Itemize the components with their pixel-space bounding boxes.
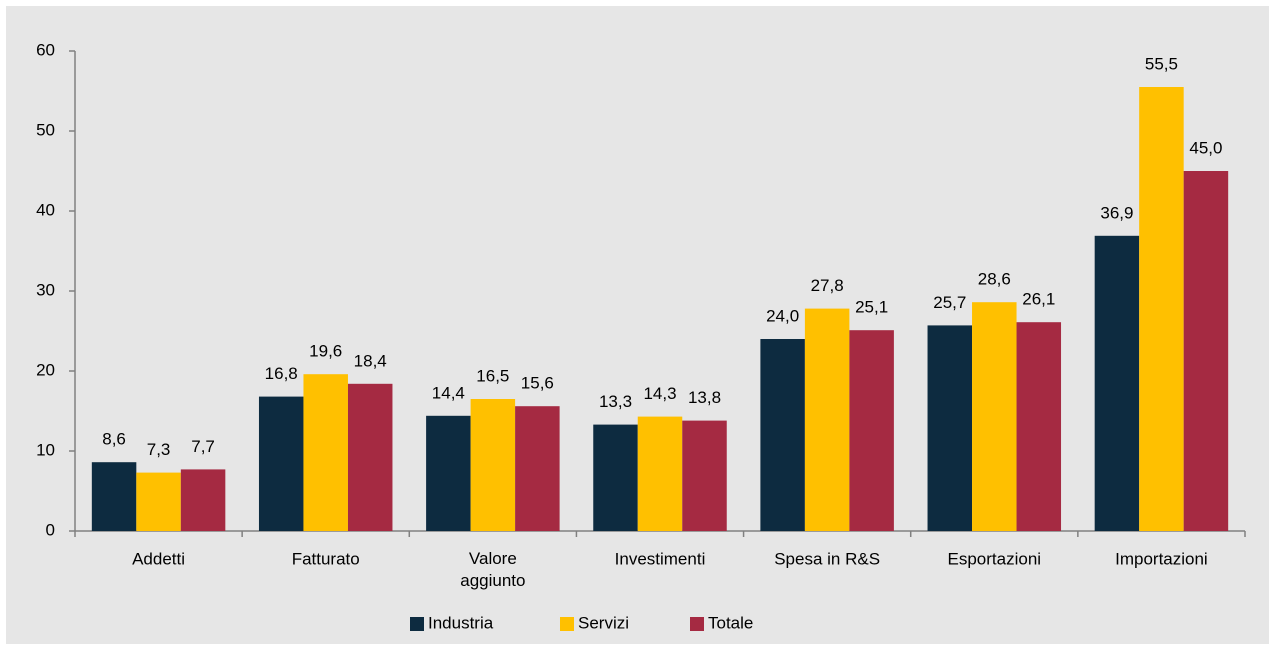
y-tick-label: 60 bbox=[36, 40, 55, 59]
value-label: 7,7 bbox=[191, 437, 215, 456]
bar bbox=[760, 339, 805, 531]
value-label: 16,8 bbox=[265, 364, 298, 383]
x-tick-label: Fatturato bbox=[292, 549, 360, 568]
y-tick-label: 20 bbox=[36, 360, 55, 379]
value-label: 26,1 bbox=[1022, 290, 1055, 309]
value-label: 25,7 bbox=[933, 293, 966, 312]
value-label: 28,6 bbox=[978, 270, 1011, 289]
value-label: 7,3 bbox=[147, 440, 171, 459]
legend-label: Servizi bbox=[578, 613, 629, 632]
value-label: 18,4 bbox=[354, 351, 387, 370]
value-label: 36,9 bbox=[1100, 203, 1133, 222]
y-tick-label: 40 bbox=[36, 200, 55, 219]
legend-swatch bbox=[690, 617, 704, 631]
value-label: 13,3 bbox=[599, 392, 632, 411]
bar bbox=[927, 325, 973, 531]
bar bbox=[91, 462, 137, 531]
bar bbox=[682, 420, 727, 531]
chart-background bbox=[6, 6, 1269, 644]
bar bbox=[1016, 322, 1062, 531]
x-tick-label: Spesa in R&S bbox=[774, 549, 880, 568]
value-label: 15,6 bbox=[521, 374, 554, 393]
y-tick-label: 50 bbox=[36, 120, 55, 139]
bar bbox=[515, 406, 560, 531]
y-tick-label: 0 bbox=[46, 520, 55, 539]
value-label: 14,3 bbox=[643, 384, 676, 403]
y-tick-label: 10 bbox=[36, 440, 55, 459]
bar bbox=[804, 308, 850, 531]
bar bbox=[303, 374, 348, 531]
value-label: 45,0 bbox=[1189, 138, 1222, 157]
bar bbox=[136, 472, 181, 531]
bar bbox=[972, 302, 1017, 531]
bar bbox=[1139, 87, 1184, 531]
value-label: 13,8 bbox=[688, 388, 721, 407]
bar bbox=[1183, 171, 1229, 531]
x-tick-label: Esportazioni bbox=[948, 549, 1042, 568]
bar bbox=[180, 469, 226, 531]
value-label: 27,8 bbox=[811, 276, 844, 295]
bar bbox=[426, 415, 471, 531]
x-tick-label: Importazioni bbox=[1115, 549, 1208, 568]
legend-swatch bbox=[560, 617, 574, 631]
bar bbox=[637, 416, 683, 531]
value-label: 19,6 bbox=[309, 342, 342, 361]
value-label: 55,5 bbox=[1145, 54, 1178, 73]
bar bbox=[849, 330, 894, 531]
bar bbox=[258, 396, 304, 531]
value-label: 25,1 bbox=[855, 298, 888, 317]
bar bbox=[470, 399, 516, 531]
legend-label: Totale bbox=[708, 613, 753, 632]
value-label: 8,6 bbox=[102, 430, 126, 449]
legend-label: Industria bbox=[428, 613, 494, 632]
bar bbox=[1094, 235, 1140, 532]
legend-swatch bbox=[410, 617, 424, 631]
x-tick-label: Investimenti bbox=[615, 549, 706, 568]
value-label: 14,4 bbox=[432, 383, 465, 402]
y-tick-label: 30 bbox=[36, 280, 55, 299]
bar bbox=[347, 383, 393, 531]
x-tick-label: Valore aggiunto bbox=[460, 549, 525, 590]
x-tick-label: Addetti bbox=[132, 549, 185, 568]
value-label: 24,0 bbox=[766, 306, 799, 325]
value-label: 16,5 bbox=[476, 366, 509, 385]
bar bbox=[593, 424, 638, 531]
